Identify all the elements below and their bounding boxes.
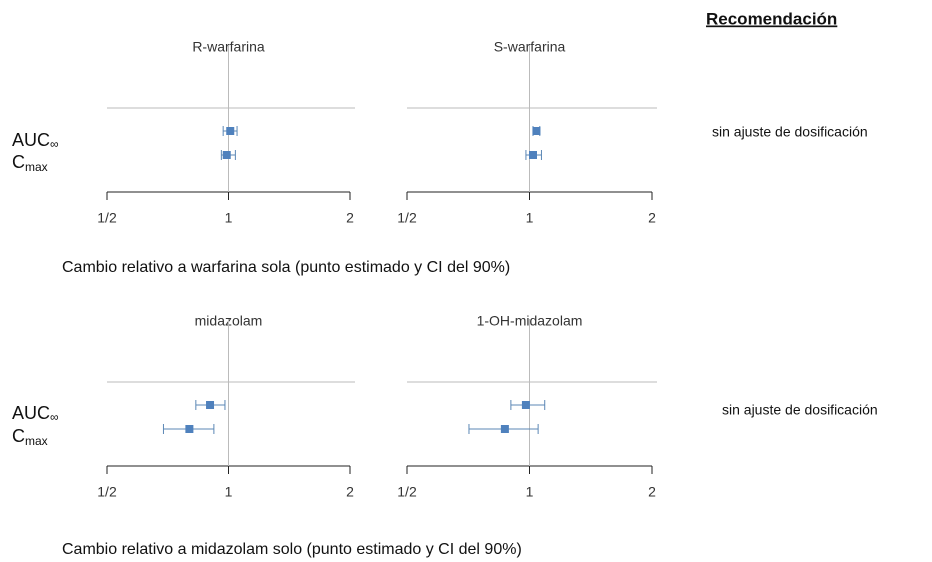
point-estimate xyxy=(500,425,509,433)
x-tick-label: 2 xyxy=(648,210,656,226)
header: Recomendación xyxy=(706,9,837,28)
row-label: Cmax xyxy=(12,426,48,448)
x-tick-label: 1/2 xyxy=(397,210,417,226)
x-tick-label: 1 xyxy=(225,484,233,500)
point-estimate xyxy=(222,151,231,159)
x-tick-label: 1/2 xyxy=(97,484,117,500)
x-tick-label: 1 xyxy=(225,210,233,226)
recommendation: sin ajuste de dosificación xyxy=(722,402,878,418)
caption: Cambio relativo a midazolam solo (punto … xyxy=(62,541,522,558)
caption: Cambio relativo a warfarina sola (punto … xyxy=(62,259,510,276)
row-label-main: AUC xyxy=(12,130,50,150)
row-label-sub: max xyxy=(25,160,48,174)
x-tick-label: 2 xyxy=(346,210,354,226)
x-tick-label: 2 xyxy=(346,484,354,500)
x-tick-label: 1/2 xyxy=(397,484,417,500)
row-label-sub: ∞ xyxy=(50,137,59,151)
point-estimate xyxy=(185,425,194,433)
row-label-sub: max xyxy=(25,434,48,448)
row-label-main: C xyxy=(12,426,25,446)
point-estimate xyxy=(226,127,235,135)
point-estimate xyxy=(206,401,215,409)
x-tick-label: 2 xyxy=(648,484,656,500)
x-tick-label: 1 xyxy=(526,210,534,226)
point-estimate xyxy=(528,151,537,159)
row-label: AUC∞ xyxy=(12,403,59,424)
point-estimate xyxy=(532,127,541,135)
recommendation: sin ajuste de dosificación xyxy=(712,124,868,140)
row-label-sub: ∞ xyxy=(50,410,59,424)
x-tick-label: 1 xyxy=(526,484,534,500)
row-label: AUC∞ xyxy=(12,130,59,151)
x-tick-label: 1/2 xyxy=(97,210,117,226)
row-label-main: C xyxy=(12,152,25,172)
point-estimate xyxy=(521,401,530,409)
row-label-main: AUC xyxy=(12,403,50,423)
row-label: Cmax xyxy=(12,152,48,174)
